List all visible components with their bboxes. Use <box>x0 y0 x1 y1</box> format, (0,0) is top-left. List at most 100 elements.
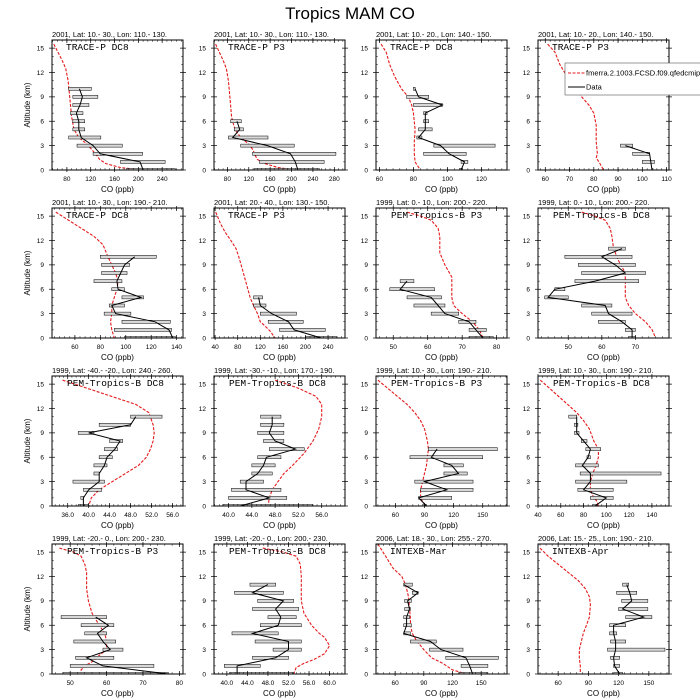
y-tick-label: 12 <box>523 406 531 413</box>
x-tick-label: 140 <box>171 344 182 351</box>
y-tick-label: 0 <box>526 503 530 510</box>
y-tick-label: 9 <box>364 262 368 269</box>
y-tick-label: 12 <box>199 574 207 581</box>
y-tick-label: 9 <box>202 94 206 101</box>
panel: 1999, Lat: -40.- -20., Lon: 240.- 260. 0 3… <box>23 366 186 530</box>
x-tick-label: 280 <box>329 176 340 183</box>
x-axis-label: CO (ppb) <box>101 185 134 194</box>
panel: 1999, Lat: -20.- 0., Lon: 200.- 230. 0 3 6 9… <box>199 534 348 698</box>
panel-header: 2006, Lat: 15.- 25., Lon: 190.- 210. <box>538 534 654 543</box>
model-line <box>62 379 155 506</box>
x-tick-label: 56.0 <box>166 512 179 519</box>
legend-box <box>564 62 700 96</box>
panel-header: 2001, Lat: 10.- 20., Lon: 140.- 150. <box>538 30 654 39</box>
y-tick-label: 15 <box>523 213 531 220</box>
error-bar <box>72 103 90 107</box>
error-bar <box>80 623 115 627</box>
y-tick-label: 0 <box>364 335 368 342</box>
panel-title: PEM-Tropics-B P3 <box>67 546 159 557</box>
x-tick-label: 90 <box>421 512 429 519</box>
error-bar <box>443 463 464 468</box>
error-bar <box>76 143 123 148</box>
x-tick-label: 60 <box>598 344 606 351</box>
error-bar <box>231 631 279 636</box>
y-tick-label: 12 <box>523 238 531 245</box>
panel-header: 1999, Lat: -30.- -10., Lon: 170.- 190. <box>214 366 335 375</box>
error-bar <box>642 160 655 164</box>
x-tick-label: 150 <box>477 512 488 519</box>
x-tick-label: 60 <box>71 344 79 351</box>
y-tick-label: 3 <box>364 311 368 318</box>
data-line <box>258 297 322 338</box>
y-tick-label: 9 <box>202 262 206 269</box>
x-axis-label: CO (ppb) <box>425 689 458 698</box>
x-tick-label: 80 <box>224 176 232 183</box>
x-axis-label: CO (ppb) <box>587 521 620 530</box>
y-tick-label: 6 <box>364 287 368 294</box>
x-tick-label: 50 <box>565 344 573 351</box>
x-tick-label: 48.0 <box>269 512 282 519</box>
y-tick-label: 15 <box>199 549 207 556</box>
x-tick-label: 70 <box>566 176 574 183</box>
panel: 2001, Lat: 10.- 20., Lon: 140.- 150. 0 3 6 9… <box>523 30 672 194</box>
y-tick-label: 6 <box>526 455 530 462</box>
x-tick-label: 120 <box>243 176 254 183</box>
panel: 2006, Lat: 18.- 30., Lon: 255.- 270. 0 3 6 9… <box>361 534 510 698</box>
x-tick-label: 160 <box>265 176 276 183</box>
y-tick-label: 0 <box>40 167 44 174</box>
y-tick-label: 3 <box>40 647 44 654</box>
error-bar <box>406 295 442 300</box>
panel: 2001, Lat: 20.- 40., Lon: 130.- 150. 0 3 6 9… <box>199 198 348 362</box>
panel-header: 1999, Lat: -20.- 0., Lon: 200.- 230. <box>214 534 328 543</box>
y-tick-label: 6 <box>364 119 368 126</box>
x-tick-label: 48.0 <box>124 512 137 519</box>
model-line <box>406 211 484 338</box>
x-tick-label: 150 <box>476 680 487 687</box>
y-tick-label: 0 <box>364 167 368 174</box>
panel: 1999, Lat: 0.- 10., Lon: 200.- 220. 0 3 6 9 1… <box>361 198 510 362</box>
x-tick-label: 40.0 <box>221 680 234 687</box>
error-bar <box>423 152 467 156</box>
model-line <box>539 379 599 506</box>
data-line <box>231 121 299 170</box>
error-bar <box>121 295 144 300</box>
x-tick-label: 44.0 <box>241 680 254 687</box>
y-tick-label: 9 <box>526 262 530 269</box>
x-tick-label: 48.0 <box>262 680 275 687</box>
panel-header: 2006, Lat: 18.- 30., Lon: 255.- 270. <box>376 534 492 543</box>
error-bar <box>231 488 282 492</box>
data-line <box>85 616 169 674</box>
panel: 2001, Lat: 10.- 30., Lon: 110.- 130. 0 3 6 9… <box>23 30 186 194</box>
x-tick-label: 120 <box>85 176 96 183</box>
error-bar <box>98 455 113 459</box>
error-bar <box>60 615 107 619</box>
data-line <box>417 448 460 506</box>
y-tick-label: 6 <box>202 455 206 462</box>
x-tick-label: 60 <box>557 512 565 519</box>
model-line <box>547 43 604 170</box>
legend-model-label: fmerra.2.1003.FCSD.f09.qfedcmip.56 <box>586 69 700 78</box>
error-bar <box>458 672 489 674</box>
x-tick-label: 80 <box>63 176 71 183</box>
y-tick-label: 3 <box>202 479 206 486</box>
model-line <box>267 379 323 506</box>
error-bar <box>249 582 276 587</box>
x-tick-label: 60 <box>542 176 550 183</box>
x-tick-label: 100 <box>120 344 131 351</box>
error-bar <box>75 656 115 660</box>
error-bar <box>410 639 437 644</box>
x-axis-label: CO (ppb) <box>587 689 620 698</box>
x-tick-label: 60 <box>555 680 563 687</box>
y-tick-label: 9 <box>40 598 44 605</box>
y-axis-label: Altitude (km) <box>23 250 32 295</box>
y-tick-label: 12 <box>361 70 369 77</box>
panel-title: TRACE-P P3 <box>228 210 285 221</box>
x-tick-label: 52.0 <box>282 680 295 687</box>
model-line <box>262 547 331 674</box>
error-bar <box>93 463 108 468</box>
y-tick-label: 9 <box>364 94 368 101</box>
error-bar <box>404 607 411 611</box>
y-tick-label: 0 <box>202 671 206 678</box>
error-bar <box>585 447 601 451</box>
data-line <box>613 584 646 674</box>
